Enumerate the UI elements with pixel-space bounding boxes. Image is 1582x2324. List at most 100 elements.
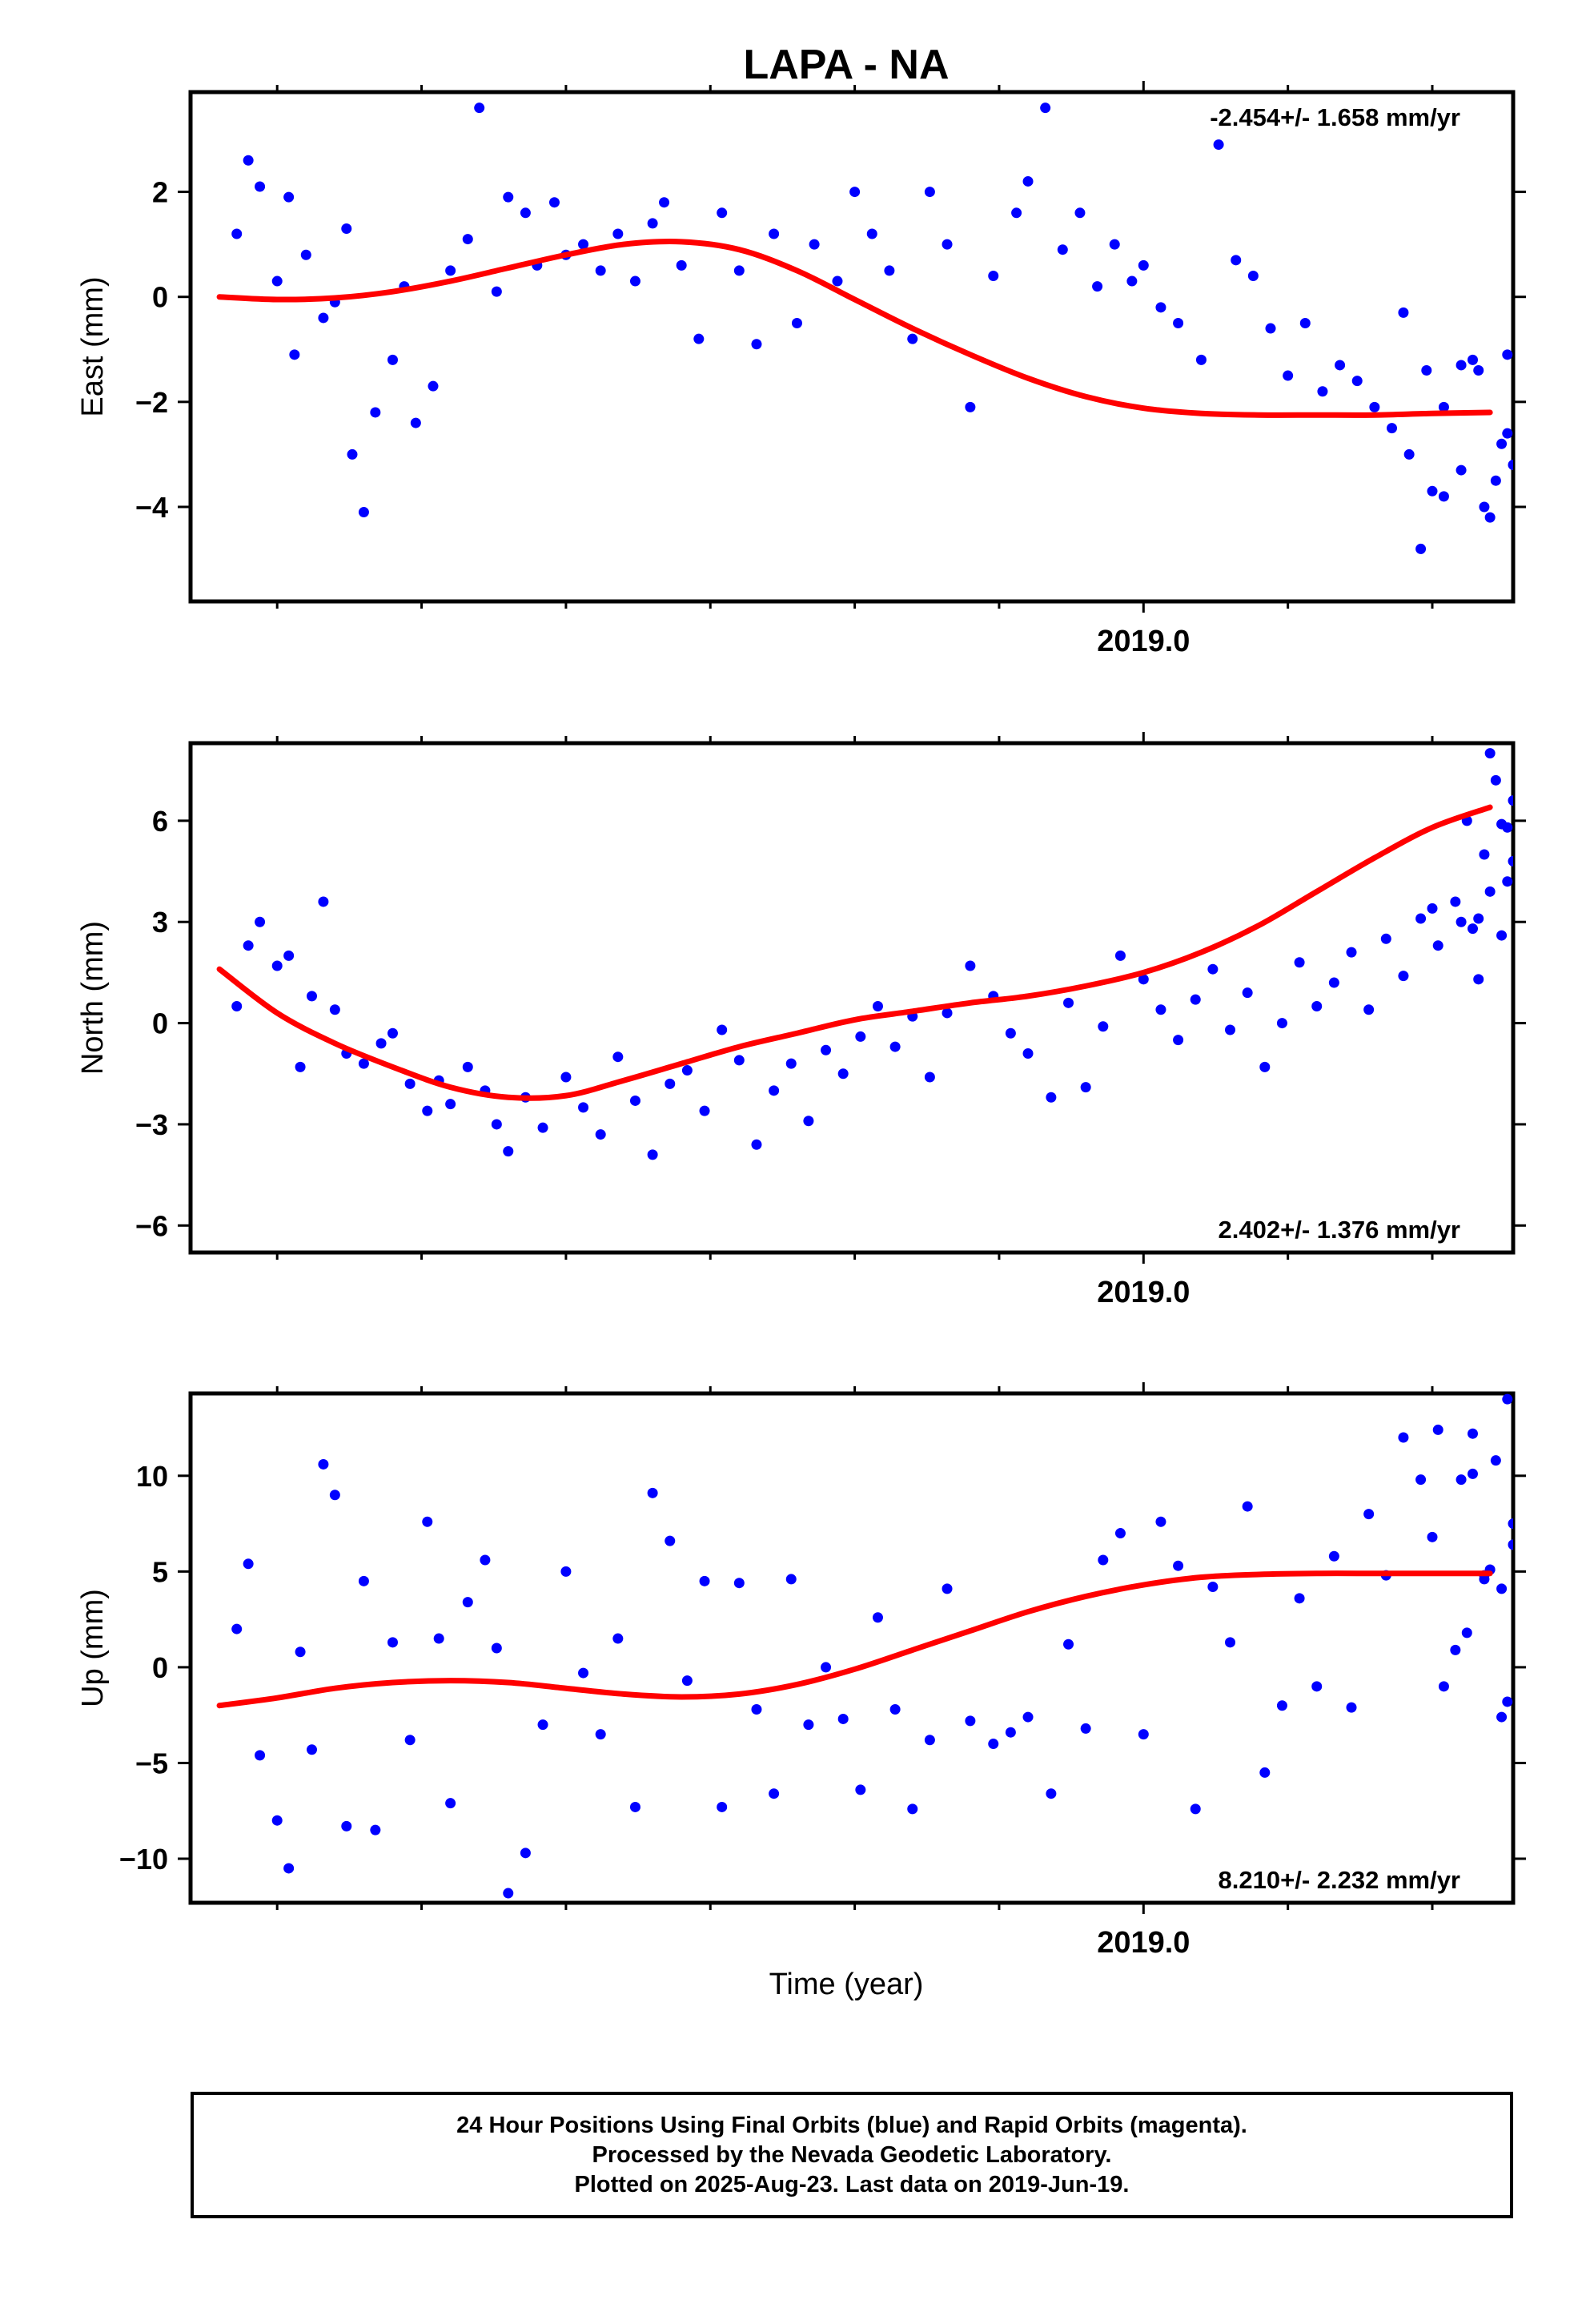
data-point: [283, 950, 295, 961]
data-point: [1328, 977, 1339, 988]
data-point: [578, 1102, 589, 1113]
data-point: [1138, 974, 1149, 985]
data-point: [300, 249, 311, 260]
footer-caption-box: 24 Hour Positions Using Final Orbits (bl…: [191, 2092, 1513, 2218]
data-point: [318, 896, 329, 907]
data-point: [1502, 428, 1513, 439]
data-point: [665, 1078, 676, 1089]
data-point: [1173, 1035, 1184, 1046]
y-tick-label: 10: [136, 1460, 168, 1493]
data-point: [1351, 376, 1363, 387]
data-point: [1317, 386, 1328, 397]
data-point: [907, 333, 918, 344]
data-point: [1432, 940, 1443, 951]
data-point: [942, 239, 953, 250]
data-point: [1294, 1593, 1305, 1604]
data-point: [1190, 994, 1201, 1005]
data-point: [1080, 1723, 1091, 1734]
data-point: [872, 1001, 883, 1012]
data-point: [751, 1704, 762, 1715]
data-point: [1415, 543, 1427, 554]
data-point: [537, 1719, 548, 1731]
data-point: [612, 228, 624, 239]
data-point: [358, 507, 369, 518]
data-point: [1508, 1518, 1513, 1530]
data-point: [1415, 913, 1427, 924]
data-point: [1508, 1539, 1513, 1550]
data-point: [942, 1007, 953, 1019]
data-point: [1438, 401, 1449, 412]
data-point: [537, 1122, 548, 1133]
data-point: [1369, 401, 1380, 412]
data-point: [1114, 1528, 1126, 1539]
data-point: [676, 259, 687, 271]
data-point: [255, 181, 266, 192]
data-point: [1456, 464, 1467, 476]
data-point: [595, 1729, 606, 1740]
data-point: [889, 1041, 901, 1052]
data-point: [1173, 1560, 1184, 1571]
data-point: [1311, 1001, 1323, 1012]
data-point: [693, 333, 705, 344]
data-point: [341, 1820, 352, 1831]
y-tick-label: 0: [152, 1007, 168, 1040]
data-point: [387, 1637, 398, 1648]
data-point: [965, 1715, 976, 1727]
panel-north: 6 3 0 −3 −6 2019.0 North (mm) 2.402+/- 1.376 mm…: [76, 732, 1526, 1309]
data-point: [629, 1801, 640, 1812]
data-point: [1479, 501, 1490, 513]
data-point: [1473, 913, 1484, 924]
data-point: [803, 1116, 814, 1127]
data-point: [1502, 822, 1513, 833]
data-point: [1450, 1644, 1461, 1655]
data-point: [647, 1149, 658, 1160]
y-axis-label-east: East (mm): [76, 276, 110, 416]
data-point: [520, 207, 531, 219]
data-point: [491, 1119, 502, 1130]
x-tick-label: 2019.0: [1097, 625, 1190, 658]
data-point: [1080, 1082, 1091, 1093]
data-point: [445, 1798, 456, 1809]
data-point: [1074, 207, 1086, 219]
fit-curve-east: [216, 239, 1493, 418]
data-point: [785, 1058, 797, 1069]
data-point: [1138, 1729, 1149, 1740]
data-point: [924, 187, 935, 198]
data-point: [1247, 270, 1259, 281]
data-point: [306, 991, 317, 1002]
points-east: [231, 103, 1513, 554]
data-point: [1403, 448, 1415, 460]
y-tick-label: −4: [135, 491, 168, 524]
data-point: [1468, 1428, 1479, 1439]
data-point: [1299, 317, 1311, 328]
data-point: [659, 197, 670, 208]
data-point: [428, 380, 439, 392]
data-point: [1496, 438, 1508, 449]
data-point: [1011, 207, 1022, 219]
y-tick-label: 5: [152, 1555, 168, 1588]
data-point: [329, 1004, 340, 1015]
data-point: [404, 1735, 416, 1746]
y-tick-label: −6: [135, 1209, 168, 1242]
data-point: [503, 1146, 514, 1157]
data-point: [855, 1031, 866, 1042]
data-point: [821, 1044, 832, 1055]
fit-curve-north: [216, 804, 1493, 1101]
data-point: [872, 1612, 883, 1623]
data-point: [1508, 795, 1513, 806]
data-point: [462, 1597, 473, 1608]
data-point: [699, 1105, 710, 1116]
data-point: [283, 191, 295, 203]
data-point: [1496, 1711, 1508, 1723]
data-point: [1484, 886, 1496, 897]
data-point: [1502, 1696, 1513, 1707]
data-point: [370, 407, 381, 418]
data-point: [295, 1647, 306, 1658]
data-point: [1468, 1468, 1479, 1479]
data-point: [1098, 1554, 1109, 1566]
data-point: [665, 1535, 676, 1546]
data-point: [1473, 974, 1484, 985]
data-point: [1387, 423, 1398, 434]
x-axis-label: Time (year): [769, 1968, 924, 2001]
data-point: [647, 218, 658, 229]
